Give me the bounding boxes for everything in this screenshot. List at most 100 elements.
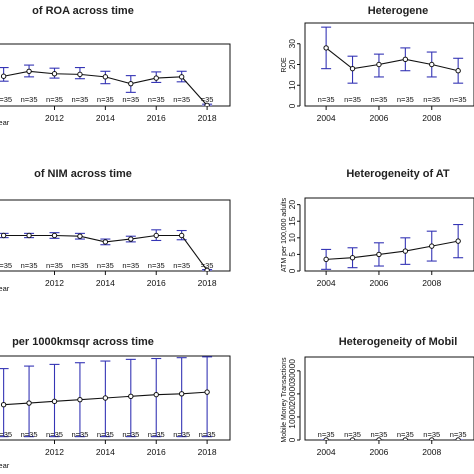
data-point [102,395,109,401]
data-point [376,437,382,440]
x-tick-label: 2004 [317,447,336,457]
n-label: n=35 [71,261,88,270]
n-label: n=35 [370,430,387,439]
data-point [376,61,382,68]
n-label: n=35 [46,430,63,439]
data-point [402,437,409,440]
y-tick-label: 0 [287,437,297,442]
series-line [326,240,459,260]
plot-area: n=35 n=35 n=35 n=35 n=35 n=35 [318,26,467,104]
n-label: n=35 [148,261,165,270]
n-label: n=35 [46,261,63,270]
series-line [325,47,459,72]
data-point [178,74,185,80]
x-tick-label: 2012 [45,113,64,123]
data-point [0,232,7,239]
n-label: n=35 [0,95,12,104]
x-axis-label: 'ear [0,461,10,470]
data-point [178,391,185,397]
n-label: n=35 [199,430,216,439]
chart-panel-1: of ROA across time 2012 2014 2016 2018 'ear n=… [0,5,231,127]
y-tick-label: 20000 [287,382,297,406]
y-tick-label: 0 [287,268,297,273]
x-tick-label: 2004 [317,113,336,123]
data-point [349,65,356,72]
plot-frame [304,22,474,107]
chart-title: per 1000kmsqr across time [12,336,154,348]
chart-title: Heterogeneity of AT [346,168,450,180]
y-tick-label: 30 [287,39,297,49]
data-point [402,56,409,63]
n-label: n=35 [397,430,414,439]
error-bar [202,356,213,438]
x-tick-label: 2018 [198,278,217,288]
n-label: n=35 [122,261,139,270]
y-tick-label: 5 [287,252,297,257]
n-label: n=35 [148,95,165,104]
n-label: n=35 [423,95,440,104]
n-label: n=35 [423,430,440,439]
n-label: =35 [201,95,214,104]
data-point [51,71,58,77]
y-axis-label: ATM per 100,000 adults [281,197,288,272]
chart-title: Heterogeneity of Mobil [339,336,458,348]
n-label: n=35 [122,95,139,104]
x-tick-label: 2012 [45,278,64,288]
data-point [455,68,461,74]
chart-panel-4: Heterogeneity of AT 2004 2006 2008 0 5 10 15 20A… [281,168,474,288]
plot-area: n=35 n=35 n=35 n=35 n=35 n=35 n=35 n=35 =35 [0,64,214,106]
chart-title: of NIM across time [34,168,132,180]
n-label: n=35 [318,430,335,439]
n-label: n=35 [344,95,361,104]
data-point [204,389,210,395]
x-tick-label: 2006 [369,113,388,123]
x-tick-label: 2014 [96,447,115,457]
data-point [128,393,134,400]
x-axis-label: 'ear [0,284,10,293]
plot-area [321,223,464,270]
y-tick-label: 15 [287,216,297,226]
plot-frame [304,197,474,272]
data-point [51,398,58,405]
data-point [204,102,210,106]
n-label: n=35 [450,430,467,439]
y-tick-label: 0 [287,103,297,108]
n-label: n=35 [397,95,414,104]
x-tick-label: 2012 [45,447,64,457]
n-label: n=35 [122,430,139,439]
x-tick-label: 2014 [96,113,115,123]
data-point [77,396,83,403]
n-label: n=35 [173,430,190,439]
x-tick-label: 2008 [422,447,441,457]
data-point [455,238,461,244]
n-label: n=35 [318,95,335,104]
x-tick-label: 2004 [317,278,336,288]
n-label: n=35 [0,261,12,270]
data-point [178,232,185,239]
chart-panel-5: per 1000kmsqr across time 2012 2014 2016 201… [0,336,231,470]
data-point [102,74,109,80]
data-point [26,400,32,406]
n-label: n=35 [21,95,38,104]
chart-panel-6: Heterogeneity of Mobil 2004 2006 2008 0 10000… [281,336,474,457]
chart-title: of ROA across time [32,5,134,17]
x-tick-label: 2014 [96,278,115,288]
data-point [323,45,329,51]
plot-frame [0,199,231,272]
n-label: n=35 [71,95,88,104]
data-point [402,248,409,254]
n-label: n=35 [173,95,190,104]
plot-area: n=35 n=35 n=35 n=35 n=35 n=35 [318,430,467,440]
x-tick-label: 2018 [198,113,217,123]
x-axis-label: 'ear [0,118,10,127]
n-label: n=35 [97,430,114,439]
y-tick-label: 10 [287,233,297,243]
data-point [26,232,32,239]
x-tick-label: 2016 [147,278,166,288]
data-point [323,437,329,440]
plot-frame [304,356,474,441]
n-label: n=35 [97,261,114,270]
data-point [153,232,159,239]
x-tick-label: 2006 [369,278,388,288]
plot-frame [0,355,231,441]
